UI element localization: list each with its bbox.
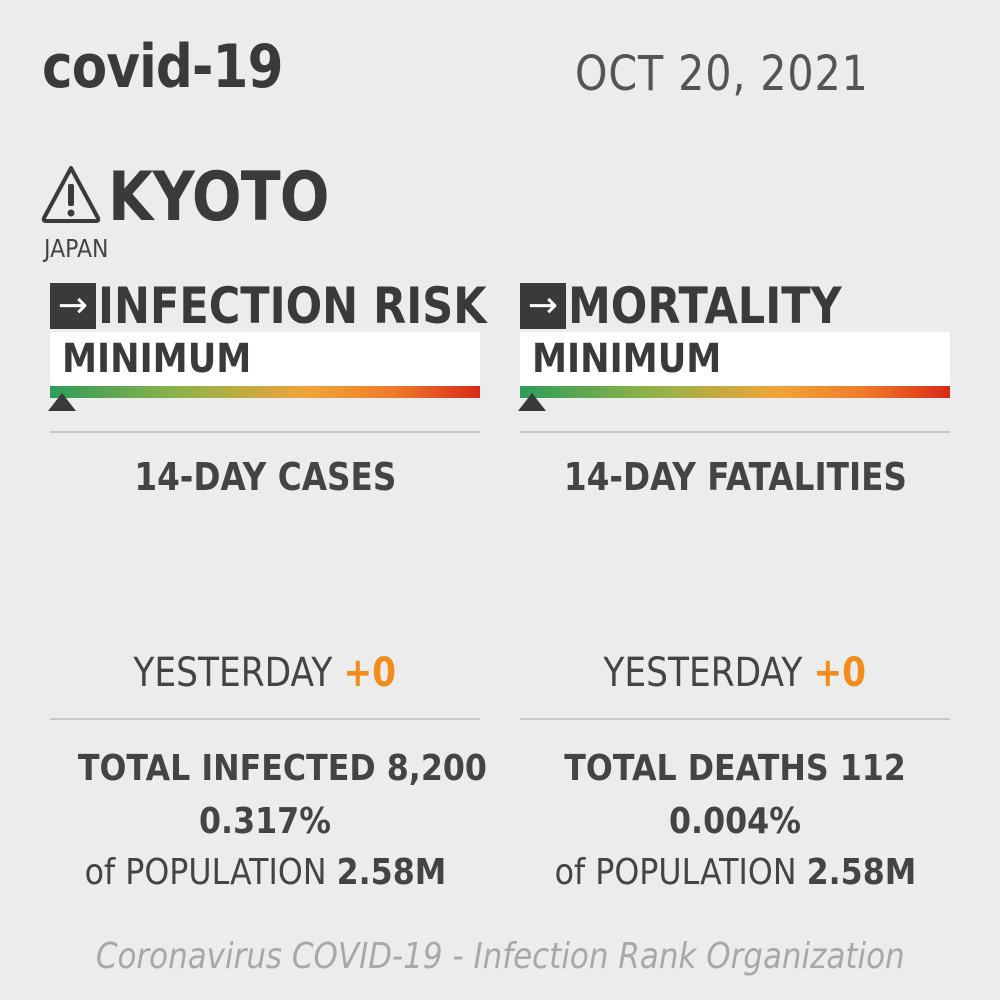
divider (520, 431, 950, 433)
yesterday-delta: +0 (813, 650, 867, 696)
arrow-right-icon: → (520, 283, 566, 329)
deaths-percent: 0.004% (669, 801, 801, 842)
population-label: of POPULATION (554, 852, 797, 893)
total-deaths: TOTAL DEATHS 112 (520, 748, 950, 789)
divider (50, 431, 480, 433)
deaths-yesterday: YESTERDAY +0 (520, 650, 950, 696)
yesterday-label: YESTERDAY (133, 650, 333, 696)
population-label: of POPULATION (84, 852, 327, 893)
mortality-level: MINIMUM (520, 332, 950, 386)
mortality-marker (518, 393, 546, 411)
population-value: 2.58M (806, 852, 916, 893)
deaths-population: of POPULATION 2.58M (520, 852, 950, 893)
report-date: OCT 20, 2021 (575, 46, 869, 102)
arrow-right-icon: → (50, 283, 96, 329)
yesterday-label: YESTERDAY (603, 650, 803, 696)
infection-risk-level: MINIMUM (50, 332, 480, 386)
total-deaths-label: TOTAL DEATHS (564, 748, 829, 789)
divider (520, 718, 950, 720)
fatalities-14day-label: 14-DAY FATALITIES (563, 455, 907, 499)
city-name: KYOTO (108, 158, 329, 237)
country-name: JAPAN (44, 234, 109, 263)
total-deaths-value: 112 (839, 748, 906, 789)
infection-risk-title: INFECTION RISK (98, 277, 487, 335)
infected-percent: 0.317% (199, 801, 331, 842)
population-value: 2.58M (336, 852, 446, 893)
footer-credit: Coronavirus COVID-19 - Infection Rank Or… (95, 936, 905, 977)
total-infected-value: 8,200 (386, 748, 487, 789)
yesterday-delta: +0 (343, 650, 397, 696)
infection-risk-marker (48, 393, 76, 411)
infection-risk-heading: → INFECTION RISK (50, 277, 550, 335)
divider (50, 718, 480, 720)
infection-risk-scale (50, 386, 480, 398)
total-infected-label: TOTAL INFECTED (77, 748, 376, 789)
warning-icon (41, 166, 101, 223)
brand-title: covid-19 (42, 32, 283, 102)
cases-14day-label: 14-DAY CASES (133, 455, 397, 499)
mortality-scale (520, 386, 950, 398)
infected-population: of POPULATION 2.58M (50, 852, 480, 893)
total-infected: TOTAL INFECTED 8,200 (50, 748, 487, 789)
mortality-heading: → MORTALITY (520, 277, 886, 335)
cases-yesterday: YESTERDAY +0 (50, 650, 480, 696)
mortality-title: MORTALITY (568, 277, 842, 335)
